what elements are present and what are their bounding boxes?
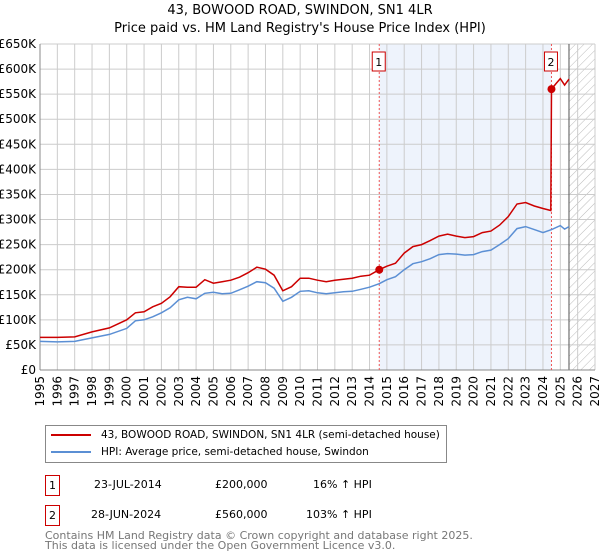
y-tick-label: £150K bbox=[0, 288, 37, 302]
sale-label: 2 bbox=[547, 56, 554, 69]
x-tick-label: 2023 bbox=[519, 376, 533, 407]
y-tick-label: £400K bbox=[0, 162, 37, 176]
y-tick-label: £600K bbox=[0, 62, 37, 76]
legend-swatch-blue bbox=[51, 451, 91, 453]
x-tick-label: 2016 bbox=[397, 376, 411, 407]
x-tick-label: 2021 bbox=[484, 376, 498, 407]
footer: Contains HM Land Registry data © Crown c… bbox=[45, 529, 473, 552]
x-tick-label: 1999 bbox=[102, 376, 116, 407]
y-tick-label: £250K bbox=[0, 238, 37, 252]
legend-label: HPI: Average price, semi-detached house,… bbox=[101, 446, 369, 458]
sale-date: 23-JUL-2014 bbox=[94, 478, 162, 491]
legend-item-hpi: HPI: Average price, semi-detached house,… bbox=[51, 446, 369, 458]
legend-label: 43, BOWOOD ROAD, SWINDON, SN1 4LR (semi-… bbox=[101, 429, 440, 441]
x-tick-label: 2009 bbox=[276, 376, 290, 407]
x-tick-label: 2002 bbox=[154, 376, 168, 407]
sale-point bbox=[375, 265, 384, 274]
x-tick-label: 2022 bbox=[501, 376, 515, 407]
x-tick-label: 2006 bbox=[224, 376, 238, 407]
forecast-hatch bbox=[568, 44, 595, 370]
y-tick-label: £650K bbox=[0, 37, 37, 51]
sale-hpi: 16% ↑ HPI bbox=[313, 478, 372, 491]
x-tick-label: 2007 bbox=[241, 376, 255, 407]
y-tick-label: £50K bbox=[5, 338, 37, 352]
x-tick-label: 2001 bbox=[137, 376, 151, 407]
sale-label-box bbox=[371, 51, 386, 72]
legend: 43, BOWOOD ROAD, SWINDON, SN1 4LR (semi-… bbox=[45, 425, 447, 463]
sale-point bbox=[547, 85, 556, 94]
hpi-line bbox=[39, 224, 570, 343]
sale-label: 1 bbox=[375, 56, 382, 69]
sale-label-box bbox=[543, 51, 558, 72]
y-tick-label: £550K bbox=[0, 87, 37, 101]
x-tick-label: 2020 bbox=[467, 376, 481, 407]
sale-price: £560,000 bbox=[215, 508, 268, 521]
y-tick-label: £300K bbox=[0, 213, 37, 227]
legend-swatch-red bbox=[51, 434, 91, 436]
sale-row: 1 23-JUL-2014 £200,000 16% ↑ HPI bbox=[45, 475, 445, 496]
footer-line: Contains HM Land Registry data © Crown c… bbox=[45, 529, 473, 542]
price-chart: 43, BOWOOD ROAD, SWINDON, SN1 4LR Price … bbox=[0, 3, 600, 407]
x-tick-label: 1998 bbox=[85, 376, 99, 407]
y-tick-label: £200K bbox=[0, 263, 37, 277]
y-tick-label: £100K bbox=[0, 313, 37, 327]
x-tick-label: 2000 bbox=[120, 376, 134, 407]
x-tick-label: 2017 bbox=[415, 376, 429, 407]
x-tick-label: 2015 bbox=[380, 376, 394, 407]
sale-marker: 1 bbox=[45, 475, 60, 496]
x-tick-label: 1996 bbox=[50, 376, 64, 407]
y-tick-label: £500K bbox=[0, 112, 37, 126]
footer-line: This data is licensed under the Open Gov… bbox=[45, 539, 396, 552]
x-tick-label: 2010 bbox=[293, 376, 307, 407]
x-tick-label: 2024 bbox=[536, 376, 550, 407]
x-tick-label: 2004 bbox=[189, 376, 203, 407]
sale-marker: 2 bbox=[45, 505, 60, 526]
x-tick-label: 2019 bbox=[449, 376, 463, 407]
y-tick-label: £0 bbox=[21, 363, 36, 377]
y-tick-label: £450K bbox=[0, 137, 37, 151]
x-tick-label: 2018 bbox=[432, 376, 446, 407]
x-tick-label: 2013 bbox=[345, 376, 359, 407]
x-tick-label: 2025 bbox=[553, 376, 567, 407]
x-tick-label: 2027 bbox=[588, 376, 600, 407]
x-tick-label: 2012 bbox=[328, 376, 342, 407]
chart-subtitle: Price paid vs. HM Land Registry's House … bbox=[114, 21, 486, 36]
sale-row: 2 28-JUN-2024 £560,000 103% ↑ HPI bbox=[45, 505, 445, 526]
x-tick-label: 1995 bbox=[33, 376, 47, 407]
x-tick-label: 2008 bbox=[258, 376, 272, 407]
sale-hpi: 103% ↑ HPI bbox=[306, 508, 372, 521]
price-paid-line bbox=[40, 77, 570, 339]
sale-period-shading bbox=[379, 44, 552, 370]
x-tick-label: 2011 bbox=[311, 376, 325, 407]
x-tick-label: 2003 bbox=[172, 376, 186, 407]
x-tick-label: 2014 bbox=[363, 376, 377, 407]
x-tick-label: 1997 bbox=[68, 376, 82, 407]
sale-date: 28-JUN-2024 bbox=[91, 508, 162, 521]
legend-item-property: 43, BOWOOD ROAD, SWINDON, SN1 4LR (semi-… bbox=[51, 429, 440, 441]
x-tick-label: 2026 bbox=[571, 376, 585, 407]
x-tick-label: 2005 bbox=[206, 376, 220, 407]
chart-title: 43, BOWOOD ROAD, SWINDON, SN1 4LR bbox=[167, 3, 432, 18]
y-tick-label: £350K bbox=[0, 187, 37, 201]
sale-price: £200,000 bbox=[215, 478, 268, 491]
